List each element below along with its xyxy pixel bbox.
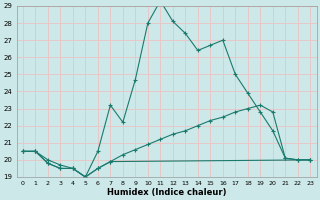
X-axis label: Humidex (Indice chaleur): Humidex (Indice chaleur)	[107, 188, 226, 197]
